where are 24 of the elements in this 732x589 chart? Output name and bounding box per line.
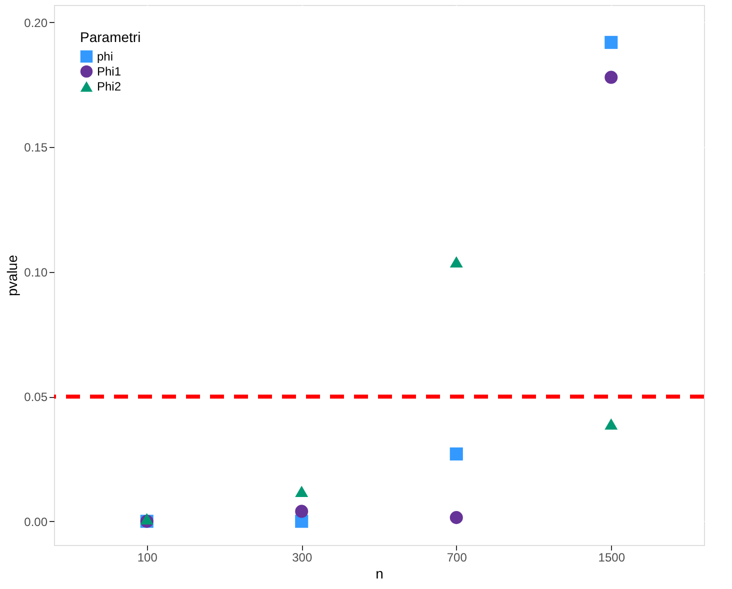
y-tick-label: 0.20 [24, 16, 48, 30]
y-tick-label: 0.15 [24, 140, 48, 155]
point [604, 70, 618, 84]
point [450, 256, 463, 268]
x-tick-label: 300 [292, 550, 312, 564]
point [450, 511, 463, 524]
y-axis-title: pvalue [4, 254, 20, 296]
point [604, 36, 618, 49]
point [450, 447, 463, 460]
x-axis-title: n [376, 566, 384, 582]
y-tick-label: 0.10 [24, 265, 48, 280]
x-tick-label: 1500 [598, 550, 626, 564]
point [295, 504, 308, 518]
legend-label: phi [97, 50, 114, 64]
x-tick-label: 100 [137, 550, 158, 564]
legend-label: Phi2 [97, 80, 122, 94]
point [295, 486, 308, 498]
legend-title: Parametri [80, 29, 141, 45]
point [140, 513, 154, 524]
y-tick-label: 0.05 [24, 390, 48, 404]
point [604, 418, 618, 430]
legend-label: Phi1 [97, 64, 122, 78]
x-tick-label: 700 [446, 550, 468, 564]
y-tick-label: 0.00 [24, 514, 48, 529]
